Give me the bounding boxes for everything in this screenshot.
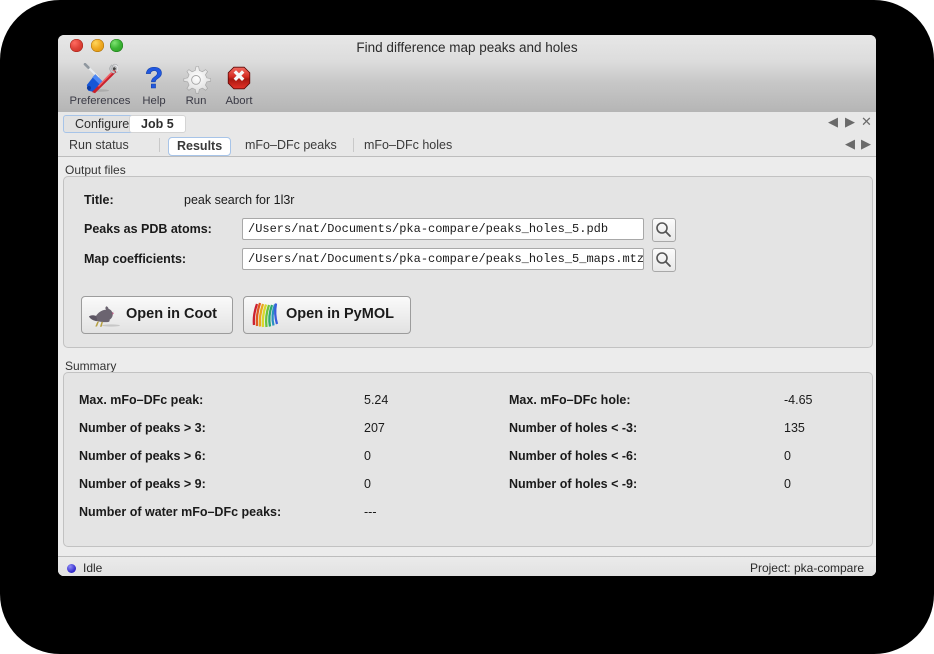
svg-text:?: ? — [145, 63, 163, 95]
